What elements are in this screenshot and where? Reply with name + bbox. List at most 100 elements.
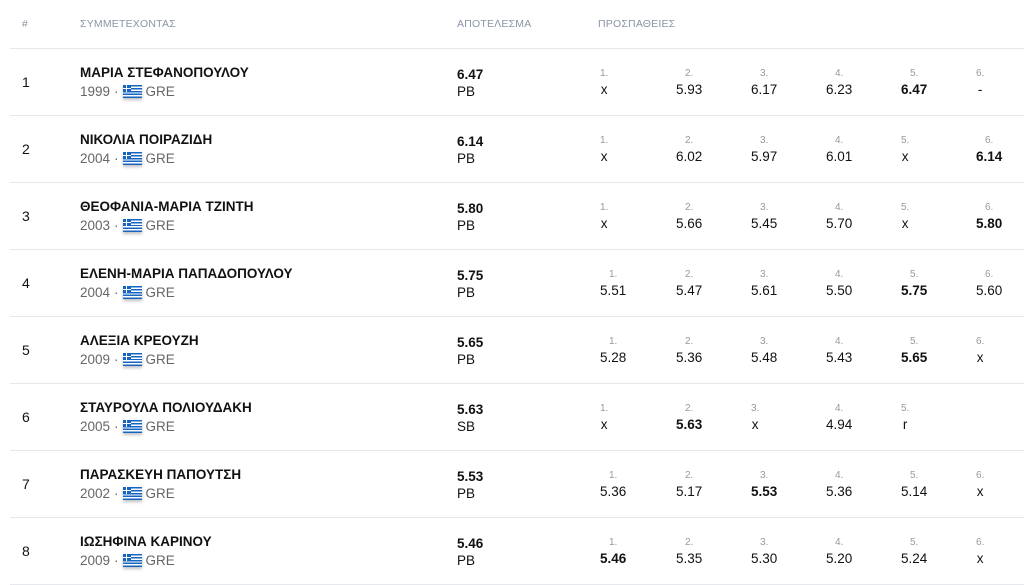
athlete-meta: 2002 · GRE [80,486,175,501]
table-row[interactable]: 5 ΑΛΕΞΙΑ ΚΡΕΟΥΖΗ 2009 · GRE 5.65 PB 1. 5.28 2.… [10,317,1024,384]
attempt-number: 5. [909,470,919,481]
attempt: 5. 6.47 [901,67,927,98]
attempt-number: 1. [600,68,609,79]
country-code: GRE [145,218,175,233]
separator: · [114,553,119,568]
separator: · [114,419,119,434]
result-mark: 5.65 [457,335,484,350]
table-row[interactable]: 2 ΝΙΚΟΛΙΑ ΠΟΙΡΑΖΙΔΗ 2004 · GRE 6.14 PB 1. x 2.… [10,116,1024,183]
rank: 5 [22,342,30,358]
attempt: 1. 5.46 [600,536,626,567]
table-row[interactable]: 7 ΠΑΡΑΣΚΕΥΗ ΠΑΠΟΥΤΣΗ 2002 · GRE 5.53 PB 1. 5.… [10,451,1024,518]
athlete-name[interactable]: ΙΩΣΗΦΙΝΑ ΚΑΡΙΝΟΥ [80,534,212,549]
attempt-value: x [600,216,608,231]
country-code: GRE [145,352,175,367]
attempt: 3. 5.48 [751,335,777,366]
attempt: 5. 5.24 [901,536,927,567]
result-note: SB [457,419,476,434]
attempt: 4. 6.01 [826,134,852,165]
attempt: 6. 6.14 [976,134,1002,165]
attempt-value: 5.36 [676,350,703,365]
result-mark: 5.63 [457,402,484,417]
attempt-value: 5.30 [751,551,778,566]
header-rank[interactable]: # [22,18,29,30]
attempt-value: 6.14 [976,149,1003,164]
attempt-value: 6.23 [826,82,853,97]
birth-year: 2009 [80,352,111,367]
attempt: 1. x [600,402,608,433]
attempt-number: 1. [600,135,609,146]
attempt-value: 5.80 [976,216,1003,231]
athlete-name[interactable]: ΑΛΕΞΙΑ ΚΡΕΟΥΖΗ [80,333,199,348]
attempt-number: 3. [759,470,769,481]
result: 5.46 PB [457,535,483,569]
table-row[interactable]: 1 ΜΑΡΙΑ ΣΤΕΦΑΝΟΠΟΥΛΟΥ 1999 · GRE 6.47 PB 1. x… [10,49,1024,116]
result-note: PB [457,84,476,99]
attempt-value: 6.47 [901,82,928,97]
table-row[interactable]: 3 ΘΕΟΦΑΝΙΑ-ΜΑΡΙΑ ΤΖΙΝΤΗ 2003 · GRE 5.80 PB 1… [10,183,1024,250]
header-result[interactable]: ΑΠΟΤΕΛΕΣΜΑ [457,18,532,30]
attempt: 2. 6.02 [676,134,702,165]
attempt-number: 1. [608,269,618,280]
attempt-number: 6. [976,68,985,79]
attempt: 6. - [976,67,984,98]
attempt: 4. 5.50 [826,268,852,299]
attempt-number: 4. [834,269,844,280]
attempt-value: 5.35 [676,551,703,566]
athlete-name[interactable]: ΝΙΚΟΛΙΑ ΠΟΙΡΑΖΙΔΗ [80,132,213,147]
attempt-value: 6.01 [826,149,853,164]
country-code: GRE [145,285,175,300]
table-row[interactable]: 6 ΣΤΑΥΡΟΥΛΑ ΠΟΛΙΟΥΔΑΚΗ 2005 · GRE 5.63 SB 1.… [10,384,1024,451]
attempt-value: 5.46 [600,551,627,566]
attempt: 5. 5.75 [901,268,927,299]
attempt-value: x [901,216,909,231]
attempt-number: 2. [684,135,694,146]
attempt: 6. x [976,536,984,567]
attempt-number: 6. [984,135,994,146]
attempt: 3. x [751,402,759,433]
athlete-name[interactable]: ΠΑΡΑΣΚΕΥΗ ΠΑΠΟΥΤΣΗ [80,467,242,482]
athlete-name[interactable]: ΘΕΟΦΑΝΙΑ-ΜΑΡΙΑ ΤΖΙΝΤΗ [80,199,254,214]
attempt-number: 5. [901,202,910,213]
athlete-meta: 2004 · GRE [80,151,175,166]
athlete-meta: 2005 · GRE [80,419,175,434]
attempt: 2. 5.36 [676,335,702,366]
separator: · [114,84,119,99]
attempt-value: 5.66 [676,216,703,231]
greece-flag-icon [122,353,142,366]
attempt: 2. 5.63 [676,402,702,433]
birth-year: 2004 [80,285,111,300]
attempt-number: 1. [608,336,618,347]
result-mark: 6.47 [457,67,484,82]
attempt-value: 5.97 [751,149,778,164]
athlete-name[interactable]: ΣΤΑΥΡΟΥΛΑ ΠΟΛΙΟΥΔΑΚΗ [80,400,252,415]
attempt-number: 5. [909,336,919,347]
attempt-number: 1. [608,537,618,548]
attempt-number: 3. [759,68,769,79]
country-code: GRE [145,419,175,434]
athlete-meta: 1999 · GRE [80,84,175,99]
table-row[interactable]: 4 ΕΛΕΝΗ-ΜΑΡΙΑ ΠΑΠΑΔΟΠΟΥΛΟΥ 2004 · GRE 5.75… [10,250,1024,317]
greece-flag-icon [122,420,142,433]
table-row[interactable]: 8 ΙΩΣΗΦΙΝΑ ΚΑΡΙΝΟΥ 2009 · GRE 5.46 PB 1. 5.46… [10,518,1024,585]
athlete-name[interactable]: ΜΑΡΙΑ ΣΤΕΦΑΝΟΠΟΥΛΟΥ [80,65,249,80]
attempt: 4. 5.43 [826,335,852,366]
separator: · [114,486,119,501]
attempt-value: 6.17 [751,82,778,97]
attempt-number: 2. [684,68,694,79]
rank: 2 [22,141,30,157]
greece-flag-icon [122,487,142,500]
header-athlete[interactable]: ΣΥΜΜΕΤΕΧΟΝΤΑΣ [80,18,176,30]
attempt-value: 5.36 [826,484,853,499]
attempt-number: 2. [684,202,694,213]
attempt: 3. 5.45 [751,201,777,232]
attempt-value: x [600,417,608,432]
attempt-value: r [902,417,908,432]
greece-flag-icon [122,152,142,165]
attempt: 2. 5.66 [676,201,702,232]
athlete-name[interactable]: ΕΛΕΝΗ-ΜΑΡΙΑ ΠΑΠΑΔΟΠΟΥΛΟΥ [80,266,293,281]
attempt-value: - [977,82,983,97]
attempt-value: x [901,149,909,164]
attempt: 2. 5.93 [676,67,702,98]
attempt: 5. 5.14 [901,469,927,500]
